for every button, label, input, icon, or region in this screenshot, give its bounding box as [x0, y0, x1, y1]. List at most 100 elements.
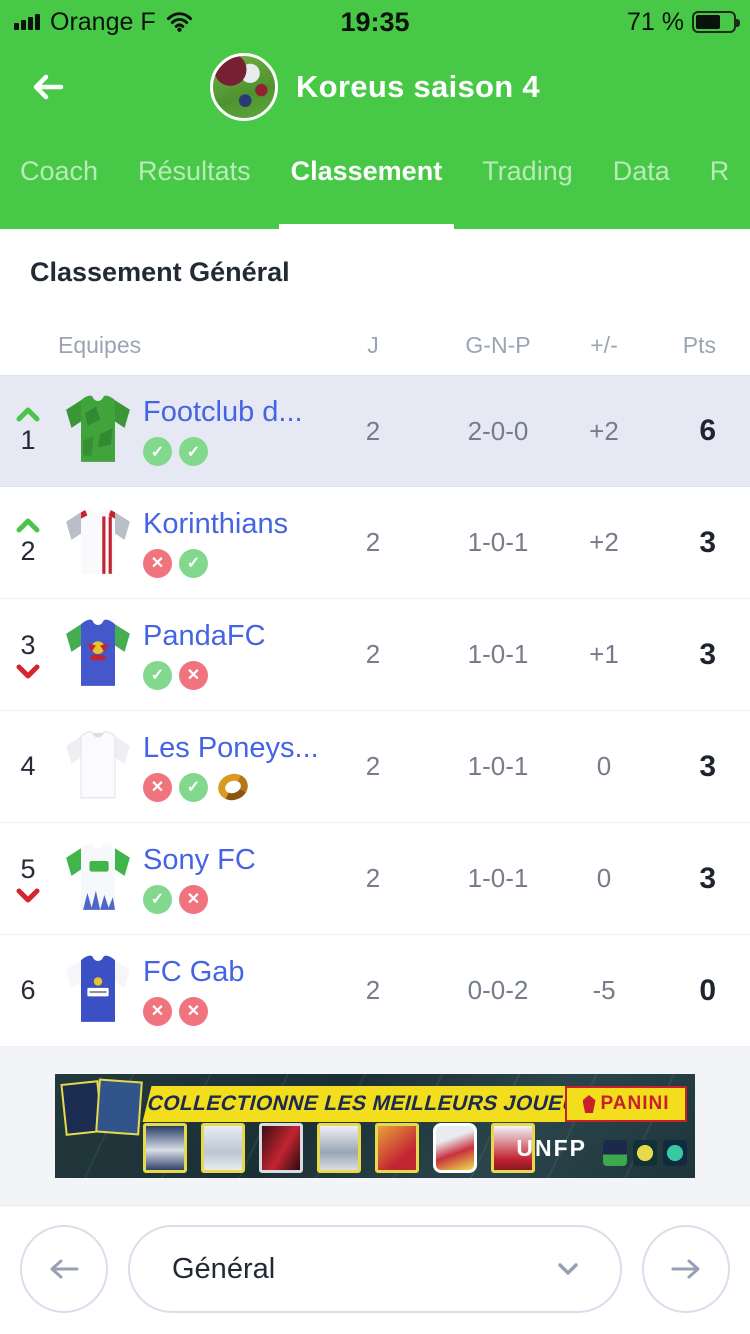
tab-resultats[interactable]: Résultats — [138, 156, 251, 186]
team-name-link[interactable]: Korinthians — [143, 507, 289, 540]
team-jersey — [56, 953, 140, 1029]
next-ranking-button[interactable] — [642, 1225, 730, 1313]
points-value: 0 — [699, 973, 716, 1007]
rank-cell: 6 — [0, 975, 56, 1006]
tab-r-partial[interactable]: R — [709, 156, 730, 186]
points-value: 3 — [699, 749, 716, 783]
arrow-left-icon — [50, 1259, 79, 1279]
rank-down-icon — [16, 888, 40, 903]
table-row[interactable]: 5 Sony FC ✓ ✕ 2 1-0-1 — [0, 823, 750, 935]
team-name-link[interactable]: Sony FC — [143, 843, 256, 876]
col-points: Pts — [682, 332, 716, 358]
loss-icon: ✕ — [179, 884, 208, 914]
tab-coach[interactable]: Coach — [20, 156, 99, 186]
played-value: 2 — [365, 415, 381, 446]
ad-banner[interactable]: COLLECTIONNE LES MEILLEURS JOUEURS PANIN… — [55, 1074, 695, 1178]
rank-down-icon — [16, 664, 40, 679]
ligue1-badge — [633, 1140, 657, 1166]
team-name-link[interactable]: FC Gab — [143, 955, 245, 988]
ranking-type-value: Général — [172, 1252, 276, 1285]
panini-brand: PANINI — [600, 1093, 670, 1114]
played-value: 2 — [365, 751, 381, 781]
recent-form: ✓ ✓ — [143, 437, 330, 466]
tab-trading[interactable]: Trading — [482, 156, 573, 186]
bottom-nav: Général — [0, 1205, 750, 1334]
loss-icon: ✕ — [179, 996, 208, 1026]
league-avatar — [210, 53, 278, 121]
loss-icon: ✕ — [143, 772, 172, 802]
ring-icon — [215, 770, 252, 804]
col-equipes: Equipes — [58, 332, 142, 358]
record-value: 1-0-1 — [467, 863, 529, 893]
col-diff: +/- — [590, 332, 618, 358]
team-name-link[interactable]: Footclub d... — [143, 396, 303, 428]
panini-logo: PANINI — [565, 1086, 687, 1122]
rank-up-icon — [16, 518, 40, 533]
lfp-badge — [603, 1140, 627, 1166]
col-played: J — [367, 332, 379, 358]
tab-classement[interactable]: Classement — [278, 130, 454, 229]
cell-signal-icon — [14, 14, 40, 30]
played-value: 2 — [365, 975, 381, 1005]
ad-product-boxes — [61, 1078, 139, 1134]
team-cell: Footclub d... ✓ ✓ — [140, 396, 330, 466]
win-icon: ✓ — [143, 660, 172, 690]
team-name-link[interactable]: PandaFC — [143, 619, 266, 652]
team-cell: PandaFC ✓ ✕ — [140, 620, 330, 690]
rank-number: 5 — [20, 854, 36, 884]
chevron-down-icon — [558, 1263, 578, 1275]
team-name-link[interactable]: Les Poneys... — [143, 731, 319, 764]
played-value: 2 — [365, 863, 381, 893]
battery-percent: 71 % — [627, 7, 684, 36]
tab-bar: Coach Résultats Classement Trading Data … — [0, 130, 750, 229]
team-jersey — [56, 393, 140, 469]
prev-ranking-button[interactable] — [20, 1225, 108, 1313]
player-card-thumb — [491, 1123, 535, 1173]
player-cards-row — [143, 1123, 535, 1173]
player-card-thumb — [317, 1123, 361, 1173]
points-value: 3 — [699, 861, 716, 895]
team-cell: Sony FC ✓ ✕ — [140, 844, 330, 914]
win-icon: ✓ — [143, 884, 172, 914]
recent-form: ✓ ✕ — [143, 660, 330, 690]
carrier-label: Orange F — [50, 7, 156, 36]
rank-cell: 4 — [0, 751, 56, 782]
table-row[interactable]: 6 FC Gab ✕ ✕ 2 0-0-2 — [0, 935, 750, 1047]
points-value: 3 — [699, 525, 716, 559]
diff-value: -5 — [592, 975, 616, 1005]
win-icon: ✓ — [179, 772, 208, 802]
tab-data[interactable]: Data — [612, 156, 670, 186]
table-header: Equipes J G-N-P +/- Pts — [0, 291, 750, 375]
rank-number: 6 — [20, 975, 36, 1005]
loss-icon: ✕ — [179, 660, 208, 690]
rank-cell: 3 — [0, 630, 56, 679]
win-icon: ✓ — [179, 437, 208, 466]
ranking-type-dropdown[interactable]: Général — [128, 1225, 622, 1313]
ligue2-badge — [663, 1140, 687, 1166]
loss-icon: ✕ — [143, 548, 172, 578]
table-row[interactable]: 3 PandaFC ✓ ✕ — [0, 599, 750, 711]
team-jersey — [56, 729, 140, 805]
table-row[interactable]: 1 Footclub d... ✓ ✓ 2 2 — [0, 375, 750, 487]
team-cell: Les Poneys... ✕ ✓ — [140, 732, 330, 802]
team-jersey — [56, 617, 140, 693]
player-card-thumb — [259, 1123, 303, 1173]
wifi-icon — [166, 12, 192, 32]
table-row[interactable]: 2 Korinthians ✕ ✓ — [0, 487, 750, 599]
player-card-thumb — [143, 1123, 187, 1173]
league-title: Koreus saison 4 — [296, 69, 540, 104]
table-row[interactable]: 4 Les Poneys... ✕ ✓ 2 1-0-1 — [0, 711, 750, 823]
recent-form: ✕ ✓ — [143, 770, 330, 804]
diff-value: +1 — [589, 639, 619, 669]
points-value: 3 — [699, 637, 716, 671]
back-button[interactable] — [26, 65, 70, 109]
played-value: 2 — [365, 639, 381, 669]
team-jersey — [56, 505, 140, 581]
rank-cell: 5 — [0, 854, 56, 903]
rank-cell: 2 — [0, 518, 56, 567]
clock: 19:35 — [340, 6, 410, 37]
ad-strip: COLLECTIONNE LES MEILLEURS JOUEURS PANIN… — [0, 1047, 750, 1205]
rank-number: 1 — [20, 424, 36, 455]
panini-knight-icon — [582, 1095, 596, 1113]
